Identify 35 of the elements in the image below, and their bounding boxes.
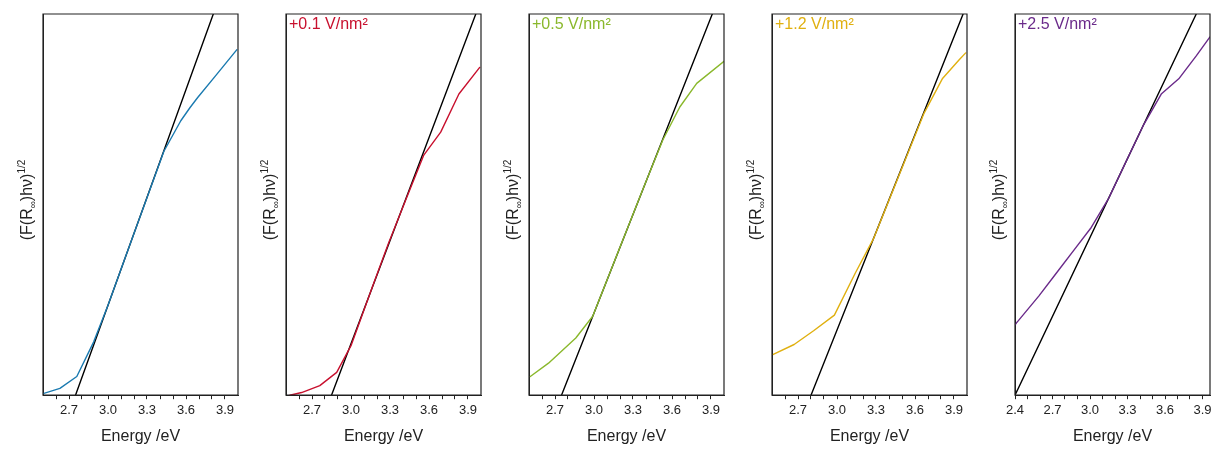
x-tick-label: 3.0 xyxy=(341,401,361,417)
x-axis-title: Energy /eV xyxy=(1072,426,1153,444)
x-tick-label: 3.9 xyxy=(1193,401,1212,417)
x-tick-label: 3.3 xyxy=(137,401,157,417)
x-tick-label: 2.7 xyxy=(59,401,79,417)
x-tick-label: 3.3 xyxy=(1118,401,1137,417)
x-tick-label: 3.9 xyxy=(458,401,478,417)
x-tick-label: 2.4 xyxy=(1005,401,1025,417)
x-tick-label: 3.0 xyxy=(827,401,847,417)
x-tick-label: 3.9 xyxy=(215,401,235,417)
text: +0.1 V/nm² xyxy=(289,15,369,33)
x-axis-title: Energy /eV xyxy=(586,426,667,444)
x-tick-label: 3.3 xyxy=(380,401,400,417)
x-tick-label: 3.9 xyxy=(701,401,721,417)
x-tick-label: 2.7 xyxy=(302,401,322,417)
x-tick-label: 3.6 xyxy=(1155,401,1175,417)
x-tick-label: 3.6 xyxy=(662,401,682,417)
x-tick-label: 2.7 xyxy=(545,401,565,417)
x-tick-label: 3.6 xyxy=(419,401,439,417)
x-axis-title: Energy /eV xyxy=(343,426,424,444)
x-tick-label: 2.7 xyxy=(788,401,808,417)
x-axis-title: Energy /eV xyxy=(829,426,910,444)
x-tick-label: 3.0 xyxy=(98,401,118,417)
x-axis-title: Energy /eV xyxy=(100,426,181,444)
x-tick-label: 3.0 xyxy=(584,401,604,417)
x-tick-label: 3.3 xyxy=(623,401,643,417)
text: +2.5 V/nm² xyxy=(1018,15,1098,33)
x-tick-label: 2.7 xyxy=(1043,401,1062,417)
x-tick-label: 3.6 xyxy=(905,401,925,417)
x-tick-label: 3.3 xyxy=(866,401,886,417)
text: +1.2 V/nm² xyxy=(775,15,855,33)
text: +0.5 V/nm² xyxy=(532,15,612,33)
x-tick-label: 3.9 xyxy=(944,401,964,417)
x-tick-label: 3.0 xyxy=(1080,401,1100,417)
x-tick-label: 3.6 xyxy=(176,401,196,417)
